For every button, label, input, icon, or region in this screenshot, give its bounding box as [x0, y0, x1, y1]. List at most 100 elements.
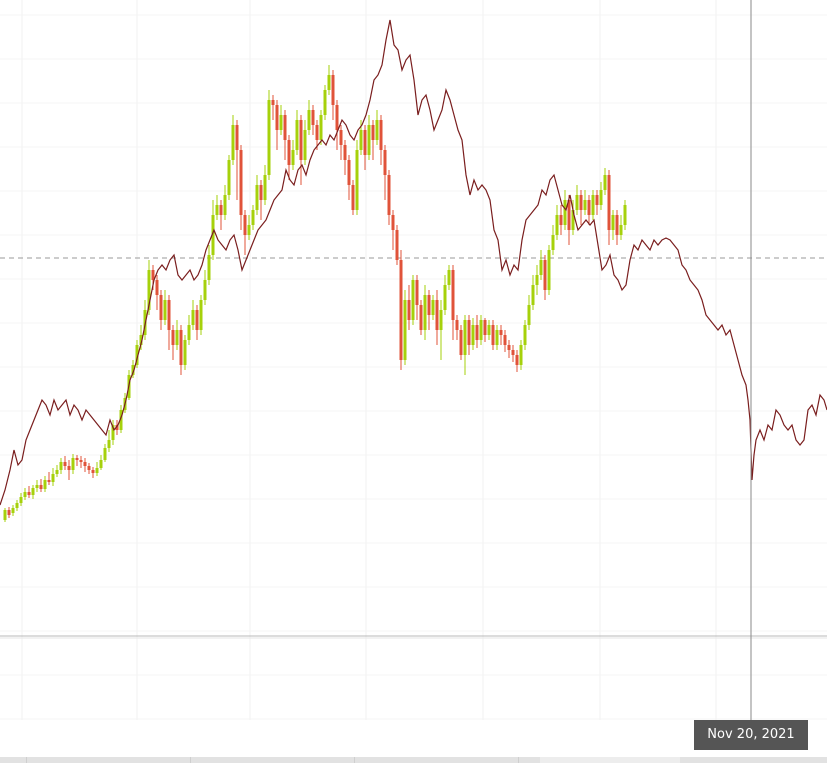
candle-body [307, 110, 311, 130]
scrollbar-segment [518, 757, 519, 763]
candle-body [395, 230, 399, 260]
candle-body [191, 310, 195, 325]
candle-body [563, 200, 567, 225]
candle [259, 180, 263, 220]
candle [35, 480, 39, 492]
candle [39, 479, 43, 492]
candle [243, 210, 247, 255]
candle-body [491, 325, 495, 345]
candle [303, 120, 307, 165]
candle [543, 255, 547, 300]
candle [231, 115, 235, 165]
candle [319, 110, 323, 145]
candle-body [15, 503, 19, 508]
candle [31, 485, 35, 499]
candle [63, 456, 67, 470]
candle-body [251, 210, 255, 225]
candle-body [599, 190, 603, 205]
candle-body [147, 270, 151, 310]
candle-body [163, 300, 167, 320]
candle-body [107, 440, 111, 448]
candle [547, 245, 551, 295]
candle [591, 190, 595, 220]
candle-body [75, 458, 79, 460]
candle-body [587, 200, 591, 215]
chart-grid [0, 0, 827, 720]
candle [163, 290, 167, 325]
candle-body [291, 150, 295, 165]
candle [623, 200, 627, 230]
candle [339, 125, 343, 160]
candle [535, 265, 539, 295]
candle [311, 105, 315, 135]
candle-body [51, 474, 55, 482]
candle [351, 180, 355, 215]
candle-body [39, 485, 43, 489]
candle-body [399, 260, 403, 360]
candle [531, 275, 535, 310]
candle-body [471, 325, 475, 345]
candle [199, 295, 203, 335]
candle [223, 185, 227, 220]
candle [115, 420, 119, 435]
candle-body [55, 470, 59, 474]
candle [287, 135, 291, 180]
candle-body [375, 120, 379, 140]
candle [407, 285, 411, 330]
candle [335, 100, 339, 150]
candle-body [99, 460, 103, 468]
candle [455, 315, 459, 340]
candle [355, 140, 359, 215]
candle-body [351, 185, 355, 210]
candle-body [319, 115, 323, 140]
candle [615, 210, 619, 245]
candle-body [423, 295, 427, 330]
candle [539, 250, 543, 280]
candle [327, 65, 331, 95]
candle-body [407, 300, 411, 320]
candle-body [239, 150, 243, 215]
candle-body [11, 508, 15, 513]
candle-body [299, 120, 303, 160]
scrollbar-segment [354, 757, 355, 763]
candle [179, 325, 183, 375]
candle-body [27, 492, 31, 495]
candle-body [159, 295, 163, 320]
candle [283, 110, 287, 160]
candle-body [235, 125, 239, 150]
candle [431, 295, 435, 320]
candle-body [155, 280, 159, 295]
candle-body [379, 120, 383, 150]
candle-body [551, 235, 555, 250]
candle [343, 140, 347, 175]
candle-body [567, 200, 571, 230]
candle-body [499, 330, 503, 335]
scrollbar-thumb[interactable] [540, 757, 680, 763]
candle-body [275, 105, 279, 130]
candle-body [283, 115, 287, 140]
navigator-scrollbar[interactable] [0, 757, 827, 763]
candle-body [571, 210, 575, 230]
candle-body [419, 305, 423, 330]
candle-body [187, 325, 191, 340]
candle [607, 170, 611, 245]
candle [375, 110, 379, 145]
candle-body [7, 510, 11, 515]
candle [371, 120, 375, 160]
candle-body [263, 175, 267, 200]
candle-body [595, 195, 599, 205]
candle [347, 155, 351, 200]
candle [415, 275, 419, 320]
crosshair-date-label: Nov 20, 2021 [694, 720, 808, 750]
candle-body [475, 325, 479, 340]
candle [363, 125, 367, 170]
candle [279, 105, 283, 135]
candle [171, 325, 175, 360]
candle-body [623, 205, 627, 225]
candle-body [183, 340, 187, 365]
candle [95, 462, 99, 476]
candle [515, 350, 519, 372]
candle [295, 110, 299, 155]
candle-body [387, 175, 391, 215]
